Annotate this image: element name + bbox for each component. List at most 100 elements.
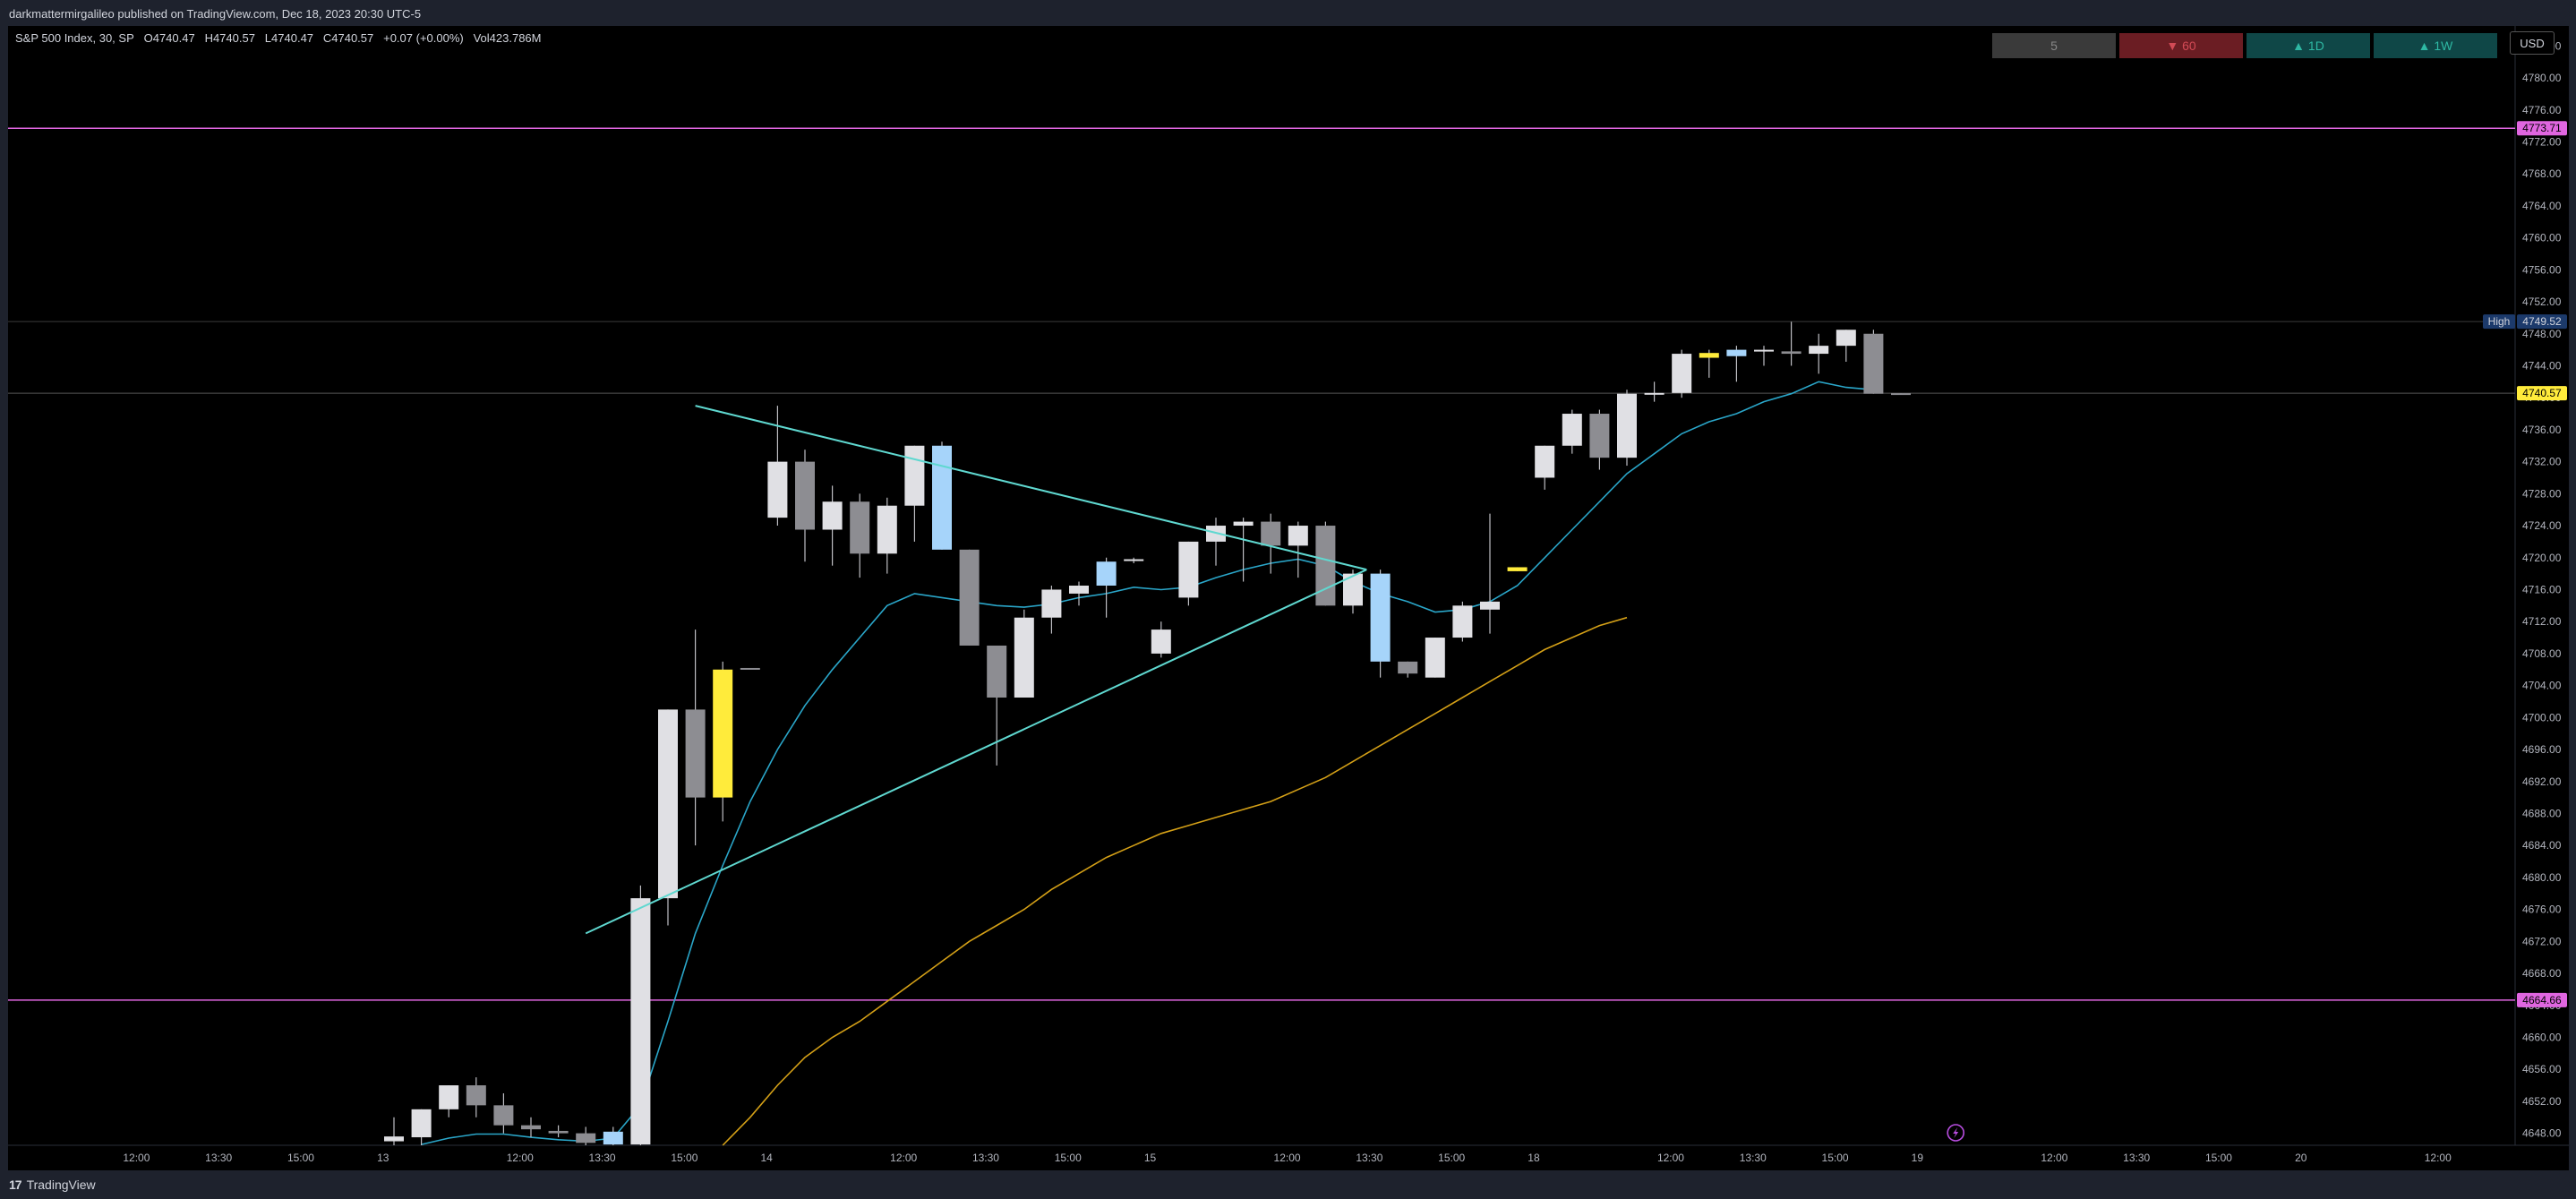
- candle-body: [466, 1085, 486, 1106]
- y-tick-label: 4736.00: [2522, 424, 2562, 436]
- y-tick-label: 4692.00: [2522, 775, 2562, 788]
- y-tick-label: 4660.00: [2522, 1031, 2562, 1043]
- candle-body: [904, 445, 925, 506]
- low-label: L: [264, 31, 272, 45]
- candle-body: [1069, 586, 1089, 594]
- candle-body: [1041, 589, 1062, 618]
- footer: 17 TradingView: [0, 1170, 2576, 1199]
- y-tick-label: 4752.00: [2522, 295, 2562, 308]
- y-tick-label: 4688.00: [2522, 807, 2562, 819]
- candle-body: [1124, 559, 1144, 561]
- close-value: 4740.57: [331, 31, 374, 45]
- candle-body: [932, 445, 952, 550]
- y-tick-label: 4732.00: [2522, 456, 2562, 468]
- y-tick-label: 4700.00: [2522, 711, 2562, 724]
- header: darkmattermirgalileo published on Tradin…: [0, 0, 2576, 25]
- tradingview-logo-icon: 17: [9, 1178, 22, 1192]
- x-tick-label: 19: [1912, 1152, 1924, 1164]
- vol-value: 423.786M: [489, 31, 542, 45]
- x-tick-label: 18: [1528, 1152, 1540, 1164]
- y-tick-label: 4760.00: [2522, 232, 2562, 244]
- candle-body: [1288, 526, 1308, 546]
- candle-body: [740, 667, 760, 670]
- y-tick-label: 4652.00: [2522, 1095, 2562, 1108]
- y-tick-label: 4676.00: [2522, 904, 2562, 916]
- candle-body: [1672, 354, 1692, 393]
- x-tick-label: 13:30: [1740, 1152, 1767, 1164]
- y-tick-label: 4728.00: [2522, 487, 2562, 500]
- candle-body: [1315, 526, 1336, 606]
- candle-body: [603, 1131, 623, 1145]
- y-tick-label: 4756.00: [2522, 263, 2562, 276]
- candle-body: [1480, 601, 1500, 610]
- y-tick-label: 4656.00: [2522, 1063, 2562, 1075]
- candle-body: [548, 1130, 569, 1134]
- trendline-upper: [695, 405, 1367, 571]
- y-tick-label: 4724.00: [2522, 519, 2562, 532]
- x-tick-label: 12:00: [123, 1152, 150, 1164]
- y-tick-label: 4772.00: [2522, 135, 2562, 148]
- x-tick-label: 15:00: [287, 1152, 314, 1164]
- candle-body: [713, 669, 733, 798]
- level-price-label-bg: [2517, 992, 2567, 1007]
- y-tick-label: 4716.00: [2522, 583, 2562, 595]
- candle-body: [822, 501, 843, 530]
- candle-body: [795, 461, 815, 530]
- currency-button[interactable]: USD: [2510, 31, 2555, 55]
- ema-fast-line: [421, 381, 1874, 1145]
- tradingview-brand[interactable]: 17 TradingView: [9, 1178, 96, 1192]
- lightning-bolt-icon: [1953, 1127, 1959, 1138]
- high-value: 4740.57: [212, 31, 255, 45]
- chart-area[interactable]: 4648.004652.004656.004660.004664.004668.…: [8, 26, 2569, 1170]
- y-tick-label: 4712.00: [2522, 615, 2562, 628]
- candle-body: [1178, 541, 1199, 598]
- candle-body: [658, 709, 678, 899]
- level-price-label-bg: [2517, 121, 2567, 136]
- vol-label: Vol: [473, 31, 490, 45]
- high-price-label-bg: [2517, 314, 2567, 330]
- x-tick-label: 13: [377, 1152, 389, 1164]
- timeframe-60-button[interactable]: ▼ 60: [2119, 33, 2243, 58]
- candle-body: [1233, 521, 1254, 527]
- candle-body: [1014, 617, 1034, 698]
- lightning-icon: [1947, 1124, 1964, 1142]
- timeframe-5-button[interactable]: 5: [1992, 33, 2116, 58]
- x-tick-label: 15:00: [1822, 1152, 1849, 1164]
- x-tick-label: 15:00: [671, 1152, 697, 1164]
- candle-body: [987, 645, 1007, 698]
- y-tick-label: 4776.00: [2522, 104, 2562, 116]
- candle-body: [877, 505, 897, 554]
- candle-body: [1644, 392, 1665, 395]
- y-tick-label: 4668.00: [2522, 967, 2562, 980]
- y-tick-label: 4764.00: [2522, 200, 2562, 212]
- last-price-label: 4740.57: [2522, 387, 2562, 399]
- candle-body: [521, 1125, 541, 1130]
- candle-body: [1096, 561, 1117, 586]
- y-tick-label: 4780.00: [2522, 72, 2562, 84]
- candle-body: [1781, 351, 1801, 355]
- candle-body: [411, 1109, 432, 1138]
- candle-body: [1699, 353, 1719, 358]
- candle-body: [1452, 605, 1473, 638]
- price-chart[interactable]: 4648.004652.004656.004660.004664.004668.…: [8, 26, 2569, 1170]
- candle-body: [1589, 414, 1610, 458]
- open-value: 4740.47: [152, 31, 195, 45]
- x-tick-label: 15:00: [2205, 1152, 2232, 1164]
- candle-body: [630, 898, 651, 1145]
- candle-body: [1809, 346, 1829, 355]
- candle-body: [1726, 349, 1747, 356]
- timeframe-1w-button[interactable]: ▲ 1W: [2374, 33, 2497, 58]
- ohlc-legend: S&P 500 Index, 30, SP O4740.47 H4740.57 …: [15, 31, 541, 45]
- x-tick-label: 13:30: [1356, 1152, 1382, 1164]
- x-tick-label: 14: [760, 1152, 773, 1164]
- y-tick-label: 4672.00: [2522, 935, 2562, 947]
- timeframe-1d-button[interactable]: ▲ 1D: [2247, 33, 2370, 58]
- level-price-label: 4664.66: [2522, 994, 2562, 1006]
- candle-body: [1343, 573, 1363, 606]
- y-tick-label: 4748.00: [2522, 328, 2562, 340]
- candle-body: [1754, 349, 1774, 352]
- close-label: C: [322, 31, 332, 45]
- x-tick-label: 15: [1144, 1152, 1157, 1164]
- candle-body: [1425, 638, 1445, 678]
- y-tick-label: 4684.00: [2522, 839, 2562, 852]
